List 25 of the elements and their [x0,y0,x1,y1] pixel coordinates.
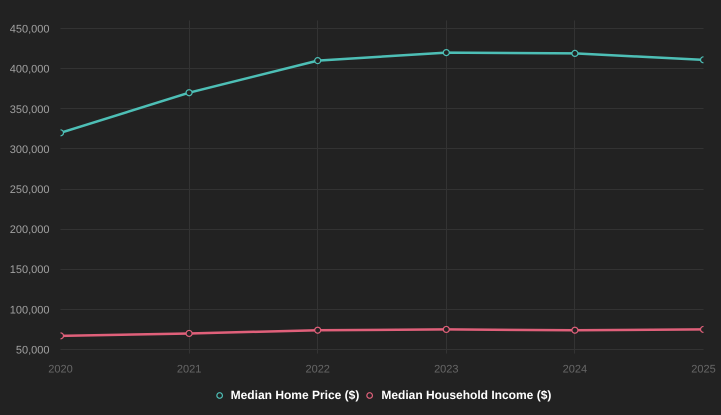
y-tick-label: 400,000 [10,64,50,76]
y-tick-label: 150,000 [10,264,50,276]
x-tick-label: 2021 [176,364,202,376]
x-tick-label: 2020 [48,364,73,376]
point [442,326,450,334]
y-tick-label: 50,000 [16,344,50,356]
x-tick-label: 2024 [562,364,588,376]
x-tick-label: 2025 [691,364,716,376]
point [314,326,322,334]
y-tick-label: 300,000 [10,144,50,156]
legend-label: Median Household Income ($) [381,388,552,402]
y-tick-label: 250,000 [10,184,50,196]
point [571,326,578,334]
point [571,50,578,57]
point [314,57,322,64]
y-tick-label: 200,000 [10,224,50,236]
y-tick-label: 450,000 [10,24,50,36]
x-tick-label: 2022 [305,364,330,376]
y-tick-label: 350,000 [10,104,50,116]
point [442,49,450,56]
point [186,89,193,96]
x-tick-label: 2023 [434,364,459,376]
legend-label: Median Home Price ($) [230,388,360,402]
point [186,330,193,338]
y-tick-label: 100,000 [10,304,50,316]
